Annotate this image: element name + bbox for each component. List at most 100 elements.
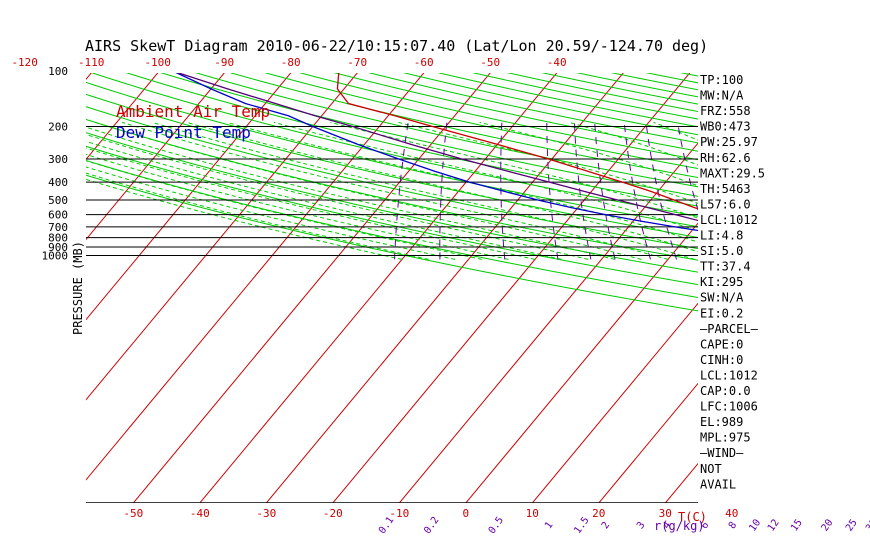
moist-adiabat-line — [186, 121, 698, 253]
dry-adiabat-line — [86, 81, 698, 228]
dry-adiabat-line — [86, 174, 698, 312]
mixing-ratio-label: 3 — [635, 520, 647, 531]
bottom-temp-label: 10 — [526, 507, 539, 520]
top-temp-label: -60 — [414, 56, 434, 69]
profile-line — [175, 73, 698, 232]
mixing-ratio-label: 30 — [864, 517, 870, 533]
pressure-tick-label: 600 — [48, 209, 68, 222]
index-item: LCL:1012 — [700, 368, 758, 382]
top-temp-label: -50 — [480, 56, 500, 69]
moist-adiabat-line — [86, 166, 456, 260]
bottom-temp-label: -10 — [389, 507, 409, 520]
isotherm-line — [531, 302, 698, 503]
moist-adiabat-line — [86, 133, 589, 260]
moist-adiabat-line — [273, 121, 698, 232]
isotherm-line — [86, 73, 159, 161]
bottom-temp-label: -40 — [190, 507, 210, 520]
pressure-tick-label: 700 — [48, 221, 68, 234]
index-item: CINH:0 — [700, 353, 743, 367]
moist-adiabat-line — [86, 178, 403, 260]
index-item: TP:100 — [700, 73, 743, 87]
pressure-tick-label: 500 — [48, 194, 68, 207]
mixing-ratio-label: 10 — [747, 518, 763, 534]
mixing-ratio-label: 15 — [789, 517, 805, 533]
index-item: AVAIL — [700, 477, 736, 491]
isotherm-line — [86, 73, 358, 401]
isotherm-line — [332, 73, 691, 503]
pressure-tick-label: 400 — [48, 176, 68, 189]
mixing-ratio-label: 2 — [600, 520, 612, 531]
mixing-ratio-label: 25 — [844, 517, 860, 533]
dry-adiabat-line — [679, 73, 698, 77]
mixing-ratio-line — [594, 122, 616, 260]
bottom-temp-label: 20 — [592, 507, 605, 520]
index-item: RH:62.6 — [700, 151, 751, 165]
index-item: CAP:0.0 — [700, 384, 751, 398]
bottom-temp-label: 0 — [462, 507, 469, 520]
mixing-ratio-label: 6 — [699, 520, 711, 531]
mixing-ratio-label: 8 — [727, 520, 739, 531]
index-item: —PARCEL— — [700, 322, 759, 336]
dry-adiabat-line — [86, 132, 698, 273]
bottom-temp-label: -20 — [323, 507, 343, 520]
pressure-tick-label: 800 — [48, 232, 68, 245]
pressure-tick-label: 300 — [48, 153, 68, 166]
index-item: SI:5.0 — [700, 244, 743, 258]
dry-adiabat-line — [333, 73, 698, 152]
mixing-ratio-line — [546, 122, 559, 260]
index-item: LCL:1012 — [700, 213, 758, 227]
dry-adiabat-line — [86, 106, 698, 250]
index-item: EL:989 — [700, 415, 743, 429]
isotherm-line — [398, 142, 698, 503]
dry-adiabat-line — [125, 73, 698, 207]
pressure-tick-label: 900 — [48, 241, 68, 254]
mixing-ratio-unit: r(g/kg) — [654, 519, 705, 533]
isotherm-line — [86, 73, 292, 321]
mixing-ratio-label: 20 — [820, 517, 836, 533]
mixing-ratio-line — [677, 122, 698, 212]
moist-adiabat-line — [122, 121, 669, 260]
isotherm-line — [0, 68, 29, 508]
dry-adiabat-line — [402, 73, 698, 136]
index-item: L57:6.0 — [700, 197, 751, 211]
mixing-ratio-line — [842, 122, 870, 259]
mixing-ratio-label: 4 — [661, 520, 673, 531]
isotherm-line — [86, 73, 225, 241]
mixing-ratio-label: 0.2 — [422, 515, 441, 536]
pressure-tick-label: 100 — [48, 65, 68, 78]
moist-adiabat-line — [86, 147, 536, 260]
dry-adiabat-line — [298, 73, 698, 161]
dry-adiabat-line — [229, 73, 698, 179]
bottom-temp-label: -30 — [256, 507, 276, 520]
moist-adiabat-line — [86, 126, 615, 260]
index-item: MAXT:29.5 — [700, 166, 765, 180]
moist-adiabat-line — [330, 121, 698, 219]
moist-adiabat-line — [86, 140, 562, 260]
bottom-temp-label: 30 — [659, 507, 672, 520]
mixing-ratio-label: 1.5 — [572, 515, 591, 536]
isotherm-line — [794, 68, 870, 508]
top-temp-label: -90 — [214, 56, 234, 69]
index-item: EI:0.2 — [700, 306, 743, 320]
mixing-ratio-line — [779, 122, 838, 259]
top-temp-label: -110 — [78, 56, 105, 69]
index-item: NOT — [700, 462, 722, 476]
legend-dewpoint: Dew Point Temp — [116, 123, 251, 142]
mixing-ratio-line — [754, 122, 808, 259]
mixing-ratio-lines — [394, 122, 870, 260]
moist-adiabat-line — [398, 121, 698, 204]
top-temp-label: -100 — [144, 56, 171, 69]
profile-lines — [175, 73, 698, 232]
isobar-lines — [86, 126, 698, 503]
mixing-ratio-line — [815, 122, 870, 259]
dry-adiabat-line — [264, 73, 698, 170]
bottom-temp-label: -50 — [123, 507, 143, 520]
index-item: MW:N/A — [700, 89, 744, 103]
mixing-ratio-ticks: 0.10.20.511.52346810121520253040 — [377, 515, 870, 536]
top-temp-label: -120 — [11, 56, 38, 69]
isotherm-line — [861, 68, 870, 508]
index-item: LI:4.8 — [700, 229, 743, 243]
index-item: —WIND— — [700, 446, 744, 460]
